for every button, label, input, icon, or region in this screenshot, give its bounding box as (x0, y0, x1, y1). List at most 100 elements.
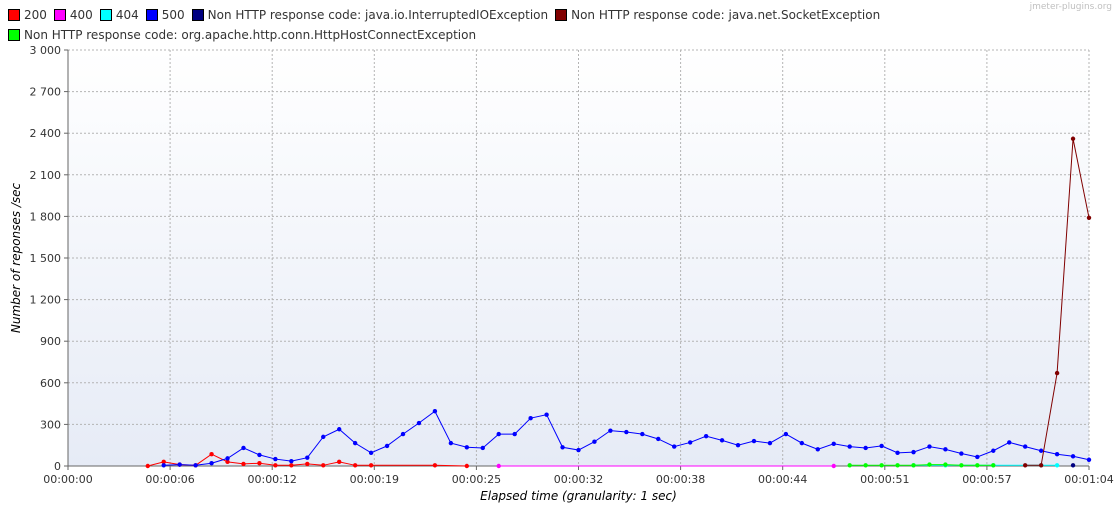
data-point (544, 412, 549, 417)
legend-item: Non HTTP response code: java.io.Interrup… (191, 6, 548, 24)
series (1022, 136, 1092, 468)
data-point (337, 459, 342, 465)
data-point (464, 445, 470, 450)
legend-swatch (8, 29, 20, 41)
data-point (273, 456, 278, 462)
data-point (464, 463, 470, 469)
data-point (703, 433, 709, 439)
legend-item: 200 (8, 6, 47, 24)
data-point (225, 459, 230, 465)
data-point (863, 445, 868, 451)
data-point (1070, 136, 1076, 141)
data-point (592, 439, 597, 444)
data-point (1054, 370, 1060, 376)
data-point (959, 451, 964, 456)
y-axis-title: Number of reponses /sec (9, 182, 23, 333)
data-point (193, 463, 198, 468)
legend-item: Non HTTP response code: java.net.SocketE… (555, 6, 880, 24)
tick-labels: 0 300 600 900 1 200 1 500 1 800 2 100 2 400 2 700… (30, 44, 1114, 486)
data-point (368, 450, 374, 456)
legend-item: 404 (99, 6, 139, 24)
legend-label: 500 (161, 8, 185, 22)
data-point (145, 463, 150, 469)
data-point (480, 445, 485, 451)
data-point (161, 459, 166, 465)
data-point (209, 461, 214, 466)
data-point (687, 440, 693, 445)
legend-swatch (191, 9, 204, 21)
data-point (257, 452, 262, 458)
data-point (321, 434, 326, 440)
data-point (257, 461, 262, 466)
data-point (831, 463, 836, 469)
x-tick-label: 00:01:04 (1064, 473, 1113, 486)
data-point (512, 431, 517, 437)
data-point (161, 463, 166, 468)
data-point (1007, 440, 1012, 445)
x-tick-label: 00:00:44 (758, 473, 807, 486)
data-point (608, 428, 613, 433)
data-point (815, 447, 820, 452)
y-tick-label: 300 (40, 418, 61, 431)
data-point (305, 455, 310, 460)
data-point (384, 443, 390, 449)
data-point (927, 462, 932, 467)
data-point (289, 463, 294, 468)
legend-item: 500 (145, 6, 185, 24)
data-point (432, 409, 438, 414)
data-point (528, 415, 533, 421)
legend-item: Non HTTP response code: org.apache.http.… (8, 26, 476, 44)
x-tick-label: 00:00:57 (962, 473, 1011, 486)
data-point (799, 440, 805, 446)
data-point (241, 445, 246, 451)
data-point (847, 463, 852, 468)
data-point (337, 427, 342, 432)
data-point (1022, 444, 1028, 449)
series (1070, 463, 1076, 468)
series-layer (145, 136, 1092, 469)
data-point (943, 462, 948, 467)
data-point (672, 444, 677, 449)
series (847, 462, 996, 468)
x-tick-label: 00:00:06 (145, 473, 194, 486)
x-tick-label: 00:00:51 (860, 473, 909, 486)
y-tick-label: 0 (54, 460, 61, 473)
y-tick-label: 1 800 (30, 210, 62, 223)
data-point (1070, 454, 1076, 459)
data-point (289, 458, 294, 464)
data-point (1022, 463, 1028, 468)
data-point (751, 438, 757, 444)
data-point (321, 463, 326, 468)
data-point (576, 447, 581, 453)
data-point (783, 431, 789, 437)
data-point (1086, 215, 1092, 220)
data-point (975, 463, 980, 468)
y-tick-label: 2 100 (30, 169, 62, 182)
data-point (1038, 463, 1044, 468)
legend-label: 400 (69, 8, 93, 22)
data-point (991, 448, 996, 453)
x-tick-label: 00:00:25 (452, 473, 501, 486)
y-tick-label: 1 200 (30, 294, 62, 307)
data-point (719, 438, 725, 443)
x-tick-label: 00:00:32 (554, 473, 603, 486)
y-tick-label: 900 (40, 335, 61, 348)
data-point (879, 443, 884, 449)
data-point (959, 463, 964, 468)
watermark: jmeter-plugins.org (1029, 2, 1112, 12)
y-tick-label: 1 500 (30, 252, 62, 265)
data-point (1038, 448, 1044, 453)
data-point (991, 463, 996, 468)
chart-legend: 200 400 404 500 Non HTTP response code: java… (8, 6, 1008, 46)
data-point (895, 450, 900, 456)
y-tick-label: 3 000 (30, 44, 62, 57)
y-tick-label: 2 400 (30, 127, 62, 140)
x-tick-label: 00:00:19 (350, 473, 399, 486)
data-point (241, 461, 246, 467)
y-tick-label: 600 (40, 377, 61, 390)
legend-swatch (53, 9, 66, 21)
x-axis-title: Elapsed time (granularity: 1 sec) (480, 489, 677, 503)
data-point (1054, 452, 1060, 457)
data-point (656, 436, 661, 442)
